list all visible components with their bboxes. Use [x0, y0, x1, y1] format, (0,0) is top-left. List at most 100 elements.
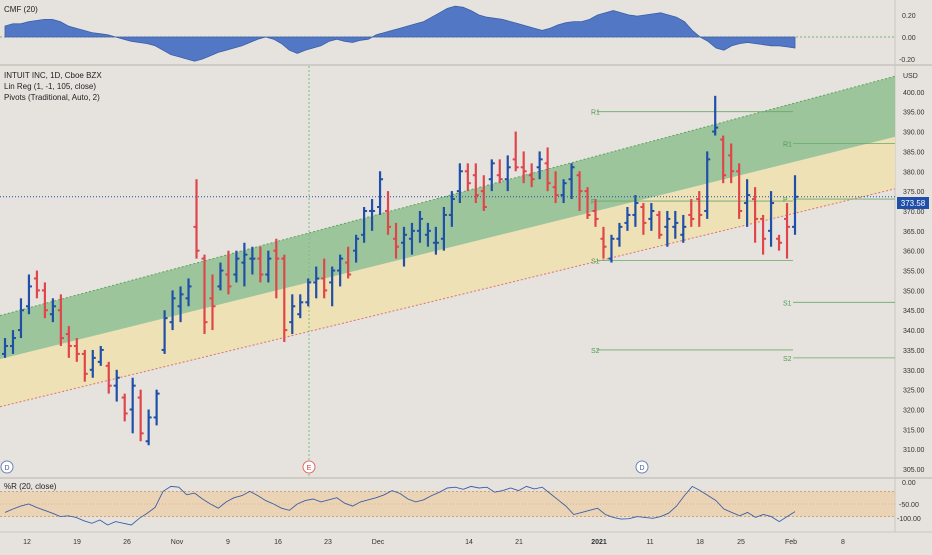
ohlc-bar: [744, 179, 751, 227]
ohlc-bar: [600, 226, 607, 259]
price-tick-label: 320.00: [903, 408, 925, 415]
event-marker-dividend-2[interactable]: D: [635, 460, 649, 474]
ohlc-bars: [2, 95, 798, 446]
ohlc-bar: [337, 254, 344, 287]
wr-tick-100: -100.00: [897, 516, 921, 523]
time-tick-label: 8: [841, 539, 845, 546]
price-axis[interactable]: 305.00 310.00 315.00 320.00 325.00 330.00 335.…: [903, 90, 925, 474]
channel-lower-line: [0, 188, 896, 408]
ohlc-bar: [696, 191, 703, 227]
ohlc-bar: [560, 179, 567, 204]
ohlc-bar: [728, 143, 735, 184]
pivot-label: P: [591, 199, 596, 206]
linreg-legend[interactable]: Lin Reg (1, -1, 105, close): [4, 82, 97, 91]
ohlc-bar: [624, 207, 631, 231]
price-tick-label: 395.00: [903, 110, 925, 117]
ohlc-bar: [736, 163, 743, 219]
price-tick-label: 330.00: [903, 368, 925, 375]
time-tick-label: 23: [324, 539, 332, 546]
cmf-tick-020: 0.20: [902, 13, 916, 20]
ohlc-bar: [313, 266, 320, 299]
event-marker-label: D: [639, 465, 644, 472]
ohlc-bar: [784, 203, 791, 259]
ohlc-bar: [281, 254, 288, 342]
ohlc-bar: [448, 191, 455, 227]
ohlc-bar: [608, 234, 615, 263]
ohlc-bar: [121, 393, 128, 422]
cmf-legend[interactable]: CMF (20): [4, 5, 38, 14]
ohlc-bar: [408, 222, 415, 255]
last-price-tag-text: 373.58: [901, 199, 926, 208]
price-tick-label: 305.00: [903, 467, 925, 474]
time-tick-label: Feb: [785, 539, 797, 546]
time-tick-label: 9: [226, 539, 230, 546]
ohlc-bar: [41, 282, 48, 319]
event-marker-circle: [302, 460, 316, 474]
ohlc-bar: [656, 210, 663, 239]
ohlc-bar: [305, 278, 312, 307]
last-price-tag-bg: [897, 197, 929, 209]
ohlc-bar: [321, 258, 328, 299]
ohlc-bar: [129, 377, 136, 434]
time-tick-label: 12: [23, 539, 31, 546]
linreg-channel: [0, 75, 896, 408]
ohlc-bar: [424, 222, 431, 247]
ohlc-bar: [472, 163, 479, 204]
ohlc-bar: [584, 187, 591, 219]
cmf-tick-000: 0.00: [902, 35, 916, 42]
ohlc-bar: [672, 210, 679, 239]
price-tick-label: 385.00: [903, 149, 925, 156]
main-title[interactable]: INTUIT INC, 1D, Cboe BZX: [4, 71, 102, 80]
event-marker-label: D: [4, 465, 9, 472]
time-tick-label: 18: [696, 539, 704, 546]
event-marker-circle: [0, 460, 14, 474]
ohlc-bar: [361, 207, 368, 243]
ohlc-bar: [792, 175, 798, 235]
ohlc-bar: [704, 151, 711, 219]
time-tick-label: 26: [123, 539, 131, 546]
ohlc-bar: [536, 151, 543, 180]
channel-upper-line: [0, 75, 896, 317]
price-tick-label: 400.00: [903, 90, 925, 97]
time-tick-label: Nov: [171, 539, 184, 546]
ohlc-bar: [217, 262, 224, 291]
ohlc-bar: [137, 389, 144, 442]
ohlc-bar: [520, 151, 527, 184]
price-tick-label: 390.00: [903, 130, 925, 137]
ohlc-bar: [289, 294, 296, 335]
time-tick-label: 25: [737, 539, 745, 546]
price-tick-label: 350.00: [903, 288, 925, 295]
pivot-label: R1: [591, 110, 600, 117]
price-tick-label: 345.00: [903, 308, 925, 315]
pivots-legend[interactable]: Pivots (Traditional, Auto, 2): [4, 93, 100, 102]
ohlc-bar: [57, 294, 64, 346]
ohlc-bar: [249, 246, 256, 275]
event-marker-earnings[interactable]: E: [302, 460, 316, 474]
ohlc-bar: [712, 95, 719, 136]
pivot-label: S2: [591, 348, 600, 355]
time-tick-label: 2021: [591, 539, 607, 546]
time-axis[interactable]: 12 19 26 Nov 9 16 23 Dec 14 21 2021 11 18 25 Feb 8: [23, 539, 845, 546]
ohlc-bar: [265, 250, 272, 283]
time-tick-label: 21: [515, 539, 523, 546]
ohlc-bar: [161, 310, 168, 354]
ohlc-bar: [552, 171, 559, 204]
price-tick-label: 360.00: [903, 249, 925, 256]
ohlc-bar: [377, 171, 384, 215]
ohlc-bar: [440, 207, 447, 251]
wr-legend[interactable]: %R (20, close): [4, 482, 57, 491]
channel-lower-fill: [0, 136, 895, 407]
price-tick-label: 340.00: [903, 328, 925, 335]
ohlc-bar: [2, 338, 8, 358]
ohlc-bar: [113, 369, 120, 402]
cmf-layer: [0, 5, 895, 62]
ohlc-bar: [97, 345, 104, 366]
ohlc-bar: [273, 238, 280, 299]
ohlc-bar: [664, 210, 671, 247]
wr-tick-50: -50.00: [899, 502, 919, 509]
ohlc-bar: [81, 349, 88, 382]
event-marker-dividend-1[interactable]: D: [0, 460, 14, 474]
time-tick-label: 11: [646, 539, 653, 546]
